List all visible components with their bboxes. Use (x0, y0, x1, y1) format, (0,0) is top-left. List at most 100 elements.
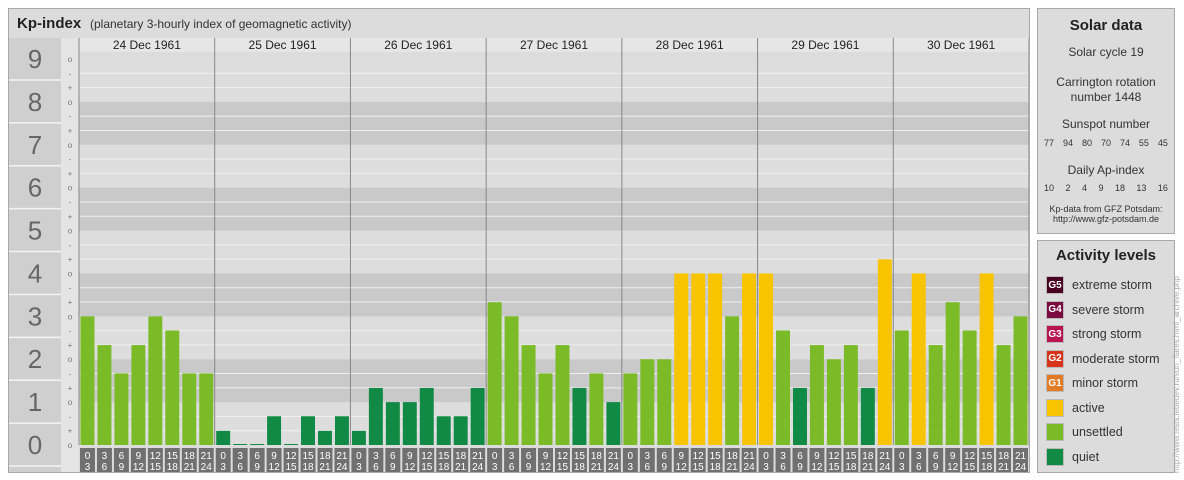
hour-end-label: 3 (492, 462, 498, 472)
day-label: 26 Dec 1961 (384, 38, 452, 52)
y-tick-label: 1 (28, 387, 42, 417)
hour-end-label: 21 (862, 462, 874, 472)
hour-cell (894, 448, 910, 472)
hour-cell (775, 448, 791, 472)
y-minor-tick-label: + (68, 298, 73, 307)
legend-item: G1 minor storm (1046, 373, 1138, 393)
ap-value: 9 (1098, 183, 1104, 193)
hour-cell (996, 448, 1012, 472)
legend-label: quiet (1072, 449, 1100, 464)
kp-band (79, 144, 1029, 188)
hour-cell (300, 448, 316, 472)
hour-cell (1013, 448, 1028, 472)
kp-bar (402, 402, 417, 445)
hour-cell (555, 448, 570, 472)
hour-end-label: 9 (933, 462, 939, 472)
hour-cell (232, 448, 248, 472)
hour-start-label: 12 (285, 451, 297, 462)
kp-bar (894, 330, 909, 445)
hour-start-label: 6 (661, 451, 667, 462)
hour-cell (164, 448, 180, 472)
y-minor-tick-label: o (68, 55, 73, 64)
kp-bar (368, 387, 383, 445)
legend-item: G3 strong storm (1046, 324, 1141, 344)
hour-cell (368, 448, 384, 472)
y-minor-tick-label: o (68, 269, 73, 278)
hour-end-label: 21 (319, 462, 331, 472)
hour-start-label: 18 (727, 451, 739, 462)
hour-start-label: 3 (780, 451, 786, 462)
hour-start-label: 0 (628, 451, 634, 462)
hour-start-label: 12 (828, 451, 840, 462)
solar-data-panel: Solar data Solar cycle 19 Carrington rot… (1037, 8, 1175, 234)
hour-start-label: 15 (438, 451, 450, 462)
hour-cell (266, 448, 282, 472)
hour-cell (792, 448, 808, 472)
hour-cell (80, 448, 95, 472)
hour-cell (673, 448, 689, 472)
legend-item: unsettled (1046, 422, 1123, 442)
y-minor-tick-label: + (68, 84, 73, 93)
kp-bar (216, 430, 231, 445)
kp-bar (674, 273, 689, 445)
day-label-strip (79, 38, 1029, 52)
hour-start-label: 3 (645, 451, 651, 462)
legend-swatch (1046, 423, 1064, 441)
kp-bar (1013, 316, 1028, 445)
hour-end-label: 3 (85, 462, 91, 472)
kp-bar (182, 373, 197, 445)
y-minor-tick-label: + (68, 212, 73, 221)
hour-end-label: 15 (421, 462, 433, 472)
hour-cell (945, 448, 961, 472)
hour-cell (724, 448, 740, 472)
hour-start-label: 15 (302, 451, 314, 462)
kp-bar (267, 416, 282, 445)
y-minor-tick-label: - (69, 370, 72, 379)
activity-levels-title: Activity levels (1055, 247, 1157, 264)
legend-swatch: G3 (1046, 325, 1064, 343)
hour-cell (283, 448, 299, 472)
legend-swatch: G5 (1046, 276, 1064, 294)
kp-bar (776, 330, 790, 445)
hour-start-label: 3 (509, 451, 515, 462)
hour-end-label: 15 (150, 462, 162, 472)
hour-end-label: 15 (285, 462, 297, 472)
y-tick-label: 4 (28, 258, 42, 288)
y-minor-tick-label: + (68, 384, 73, 393)
y-minor-tick-label: o (68, 398, 73, 407)
hour-cell (928, 448, 944, 472)
y-minor-tick-label: - (69, 155, 72, 164)
legend-swatch (1046, 398, 1064, 417)
kp-bar (877, 259, 892, 445)
y-minor-tick-label: + (68, 126, 73, 135)
y-tick-label: 0 (28, 430, 42, 460)
solar-cycle: Solar cycle 19 (1068, 45, 1144, 59)
hour-cell (487, 448, 503, 472)
chart-title: Kp-index (17, 15, 82, 32)
hour-start-label: 3 (237, 451, 243, 462)
hour-cell (877, 448, 893, 472)
hour-end-label: 12 (811, 462, 823, 472)
hour-start-label: 21 (1015, 451, 1027, 462)
hour-cell (707, 448, 723, 472)
kp-bar (928, 345, 943, 445)
hour-end-label: 12 (540, 462, 552, 472)
y-label-column (9, 38, 61, 472)
legend-label: unsettled (1072, 425, 1123, 439)
hour-cell (622, 448, 638, 472)
y-tick-label: 6 (28, 173, 42, 203)
day-label: 30 Dec 1961 (927, 38, 995, 52)
y-minor-tick-label: + (68, 169, 73, 178)
hour-end-label: 18 (710, 462, 722, 472)
hour-start-label: 18 (319, 451, 331, 462)
kp-bar (759, 273, 774, 445)
y-minor-tick-label: o (68, 141, 73, 150)
hour-end-label: 6 (645, 462, 651, 472)
kp-bar (996, 345, 1011, 445)
kp-bar (555, 345, 570, 445)
hour-end-label: 12 (269, 462, 281, 472)
ap-value: 10 (1044, 183, 1055, 193)
sunspot-value: 77 (1044, 138, 1055, 148)
hour-end-label: 3 (899, 462, 905, 472)
legend-swatch (1046, 447, 1064, 466)
